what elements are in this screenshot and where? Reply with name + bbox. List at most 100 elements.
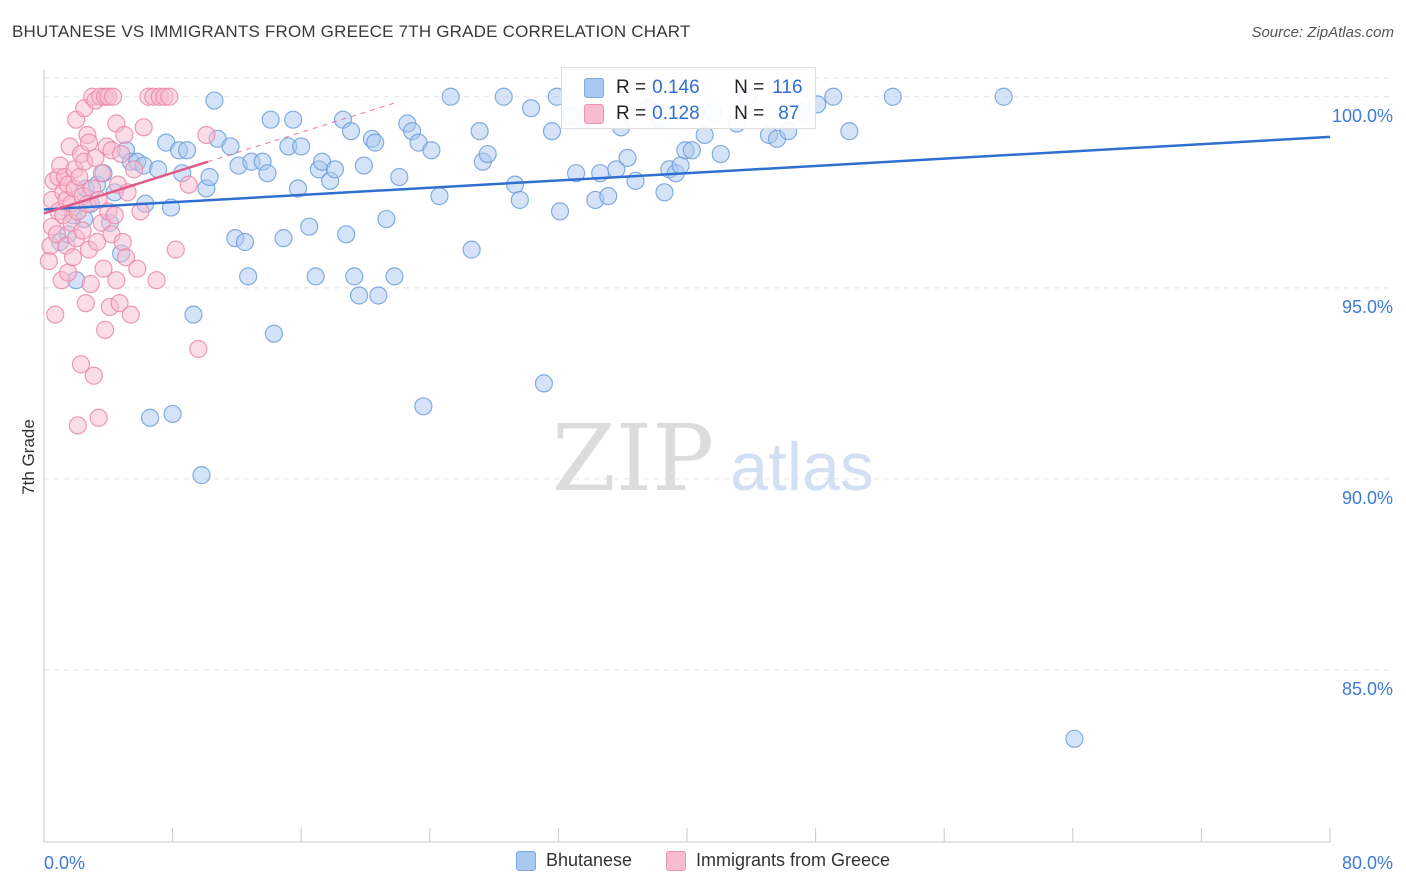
bhutanese-point	[994, 87, 1013, 106]
bhutanese-point	[341, 122, 361, 141]
y-tick-label: 95.0%	[1342, 297, 1393, 317]
bhutanese-point	[430, 187, 449, 206]
greece-point	[59, 263, 78, 282]
axes: 85.0% 90.0% 95.0% 100.0%	[43, 70, 1393, 843]
greece-point	[166, 240, 185, 259]
bhutanese-point	[349, 286, 369, 305]
bhutanese-point	[235, 232, 255, 252]
greece-point	[107, 271, 126, 290]
stats-r-label: R =	[616, 103, 647, 124]
greece-point	[68, 416, 87, 435]
watermark-zip: ZIP	[552, 405, 714, 512]
greece-point	[197, 125, 216, 145]
y-tick-label: 100.0%	[1332, 106, 1393, 126]
bhutanese-point	[414, 397, 433, 416]
stats-row-greece: R = 0.128 N = 87	[584, 101, 799, 127]
x-tick-label-max: 80.0%	[1342, 853, 1393, 873]
greece-point	[71, 355, 91, 374]
bhutanese-point	[284, 110, 303, 129]
stats-r-label: R =	[616, 77, 647, 98]
bhutanese-point	[682, 141, 701, 160]
stats-n-value: 87	[778, 103, 800, 124]
bhutanese-point	[550, 202, 570, 221]
bhutanese-point	[261, 110, 280, 129]
greece-point	[147, 271, 166, 290]
bhutanese-point	[1065, 729, 1084, 748]
bhutanese-point	[184, 305, 203, 324]
stats-n-label: N =	[734, 103, 765, 124]
greece-point	[63, 248, 83, 267]
stats-swatch-pink	[584, 104, 604, 124]
bhutanese-point	[205, 91, 224, 110]
bhutanese-point	[711, 144, 730, 164]
bhutanese-point	[618, 148, 637, 168]
bhutanese-point	[385, 267, 404, 286]
axis-labels: 7th Grade 0.0% 80.0%	[19, 419, 1393, 873]
bhutanese-point	[377, 209, 396, 229]
greece-point	[179, 175, 198, 194]
chart-source: Source: ZipAtlas.com	[1251, 24, 1394, 41]
bhutanese-point	[599, 187, 618, 206]
legend-swatch-pink	[666, 850, 687, 871]
legend-label-greece: Immigrants from Greece	[696, 850, 891, 870]
bhutanese-point	[292, 137, 311, 156]
greece-point	[124, 160, 144, 179]
data-points	[39, 87, 1084, 748]
greece-point	[73, 221, 92, 240]
greece-point	[189, 339, 208, 359]
bhutanese-point	[824, 87, 843, 106]
bhutanese-point	[288, 179, 308, 198]
bhutanese-point	[441, 87, 460, 106]
bhutanese-point	[542, 122, 562, 141]
legend-item-bhutanese: Bhutanese	[515, 850, 633, 871]
greece-point	[84, 366, 103, 385]
stats-n-label: N =	[734, 77, 765, 98]
greece-point	[134, 118, 153, 137]
greece-point	[115, 125, 134, 145]
stats-r-value: 0.128	[652, 103, 700, 124]
greece-trend-extension	[207, 102, 395, 163]
greece-point	[76, 294, 95, 313]
y-tick-label: 90.0%	[1342, 488, 1393, 508]
bhutanese-point	[325, 160, 345, 179]
bhutanese-point	[306, 267, 325, 286]
bhutanese-point	[221, 137, 240, 156]
bhutanese-point	[510, 190, 529, 210]
stats-swatch-blue	[584, 78, 604, 98]
bhutanese-point	[494, 87, 513, 106]
bhutanese-point	[274, 229, 293, 248]
bhutanese-point	[390, 167, 409, 187]
watermark: ZIP atlas	[552, 405, 874, 512]
greece-point	[95, 320, 115, 339]
bhutanese-point	[300, 217, 319, 236]
greece-point	[104, 87, 123, 106]
bhutanese-point	[655, 183, 674, 202]
bhutanese-point	[840, 122, 859, 141]
legend-label-bhutanese: Bhutanese	[545, 850, 633, 870]
bhutanese-point	[200, 167, 219, 187]
greece-point	[92, 164, 111, 183]
bhutanese-point	[177, 141, 197, 160]
bhutanese-point	[462, 240, 481, 259]
bhutanese-point	[566, 164, 586, 183]
greece-point	[94, 259, 113, 278]
greece-point	[46, 305, 65, 324]
greece-point	[81, 274, 100, 294]
trend-lines	[43, 102, 1331, 215]
chart-legend: Bhutanese Immigrants from Greece	[0, 850, 1406, 871]
bhutanese-point	[883, 87, 902, 106]
bhutanese-point	[369, 286, 388, 305]
bhutanese-point	[163, 404, 182, 424]
greece-point	[79, 133, 99, 152]
bhutanese-point	[354, 156, 373, 175]
x-tick-label-min: 0.0%	[44, 853, 85, 873]
bhutanese-point	[366, 133, 385, 152]
bhutanese-point	[478, 144, 497, 164]
bhutanese-point	[264, 324, 283, 343]
bhutanese-point	[695, 125, 714, 145]
legend-item-greece: Immigrants from Greece	[666, 850, 890, 871]
legend-swatch-blue	[515, 850, 536, 871]
y-axis-label: 7th Grade	[19, 419, 38, 495]
bhutanese-point	[140, 408, 160, 427]
